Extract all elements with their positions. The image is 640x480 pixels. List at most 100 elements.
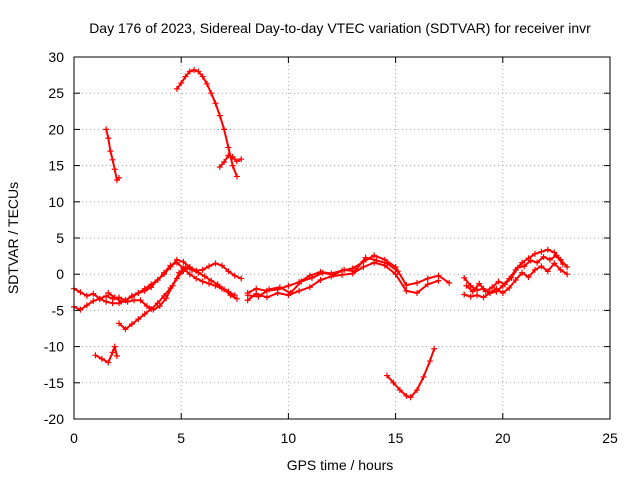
data-point bbox=[266, 286, 273, 293]
data-point bbox=[96, 295, 103, 302]
data-point bbox=[553, 252, 560, 259]
chart-title: Day 176 of 2023, Sidereal Day-to-day VTE… bbox=[89, 20, 591, 36]
data-point bbox=[199, 266, 206, 273]
data-point bbox=[489, 284, 496, 291]
data-point bbox=[131, 297, 138, 304]
y-tick-label: -20 bbox=[44, 411, 64, 427]
data-point bbox=[103, 126, 110, 133]
data-point bbox=[506, 284, 513, 291]
data-point bbox=[527, 257, 534, 264]
data-point bbox=[390, 379, 397, 386]
data-point bbox=[276, 284, 283, 291]
data-point bbox=[105, 135, 112, 142]
data-point bbox=[306, 284, 313, 291]
data-point bbox=[263, 294, 270, 301]
data-point bbox=[135, 316, 142, 323]
data-point bbox=[461, 274, 468, 281]
data-point bbox=[212, 100, 219, 107]
data-point bbox=[534, 259, 541, 266]
data-point bbox=[495, 278, 502, 285]
data-point bbox=[486, 290, 493, 297]
y-axis-label: SDTVAR / TECUs bbox=[5, 182, 21, 294]
data-point bbox=[191, 67, 198, 74]
data-point bbox=[118, 298, 125, 305]
data-point bbox=[221, 126, 228, 133]
data-point bbox=[109, 349, 116, 356]
data-point bbox=[255, 293, 262, 300]
x-tick-label: 5 bbox=[177, 430, 185, 446]
data-point bbox=[203, 80, 210, 87]
data-point bbox=[182, 73, 189, 80]
data-point bbox=[128, 321, 135, 328]
data-point bbox=[544, 268, 551, 275]
data-point bbox=[384, 260, 391, 267]
data-point bbox=[540, 253, 547, 260]
data-point bbox=[493, 285, 500, 292]
data-point bbox=[225, 152, 232, 159]
data-point bbox=[98, 355, 105, 362]
data-point bbox=[141, 287, 148, 294]
data-point bbox=[122, 326, 129, 333]
data-point bbox=[208, 277, 215, 284]
data-point bbox=[109, 300, 116, 307]
data-point bbox=[403, 287, 410, 294]
data-point bbox=[161, 269, 168, 276]
data-point bbox=[233, 158, 240, 165]
axis-ticks: 0 5 10 15 20 25 -20 -15 -10 -5 0 5 10 15 20 25 30 bbox=[44, 49, 618, 446]
data-point bbox=[178, 80, 185, 87]
data-point bbox=[154, 276, 161, 283]
series-line bbox=[94, 345, 118, 364]
data-point bbox=[208, 90, 215, 97]
data-point bbox=[435, 272, 442, 279]
data-point bbox=[557, 266, 564, 273]
data-point bbox=[148, 305, 155, 312]
data-point bbox=[90, 297, 97, 304]
data-point bbox=[564, 271, 571, 278]
data-point bbox=[244, 297, 251, 304]
data-point bbox=[339, 271, 345, 278]
series-line bbox=[386, 347, 436, 399]
data-point bbox=[109, 156, 116, 163]
data-point bbox=[474, 292, 481, 299]
data-point bbox=[128, 293, 135, 300]
series-arc-3 bbox=[105, 263, 240, 313]
x-tick-label: 20 bbox=[495, 430, 511, 446]
data-point bbox=[83, 292, 90, 299]
data-point bbox=[330, 271, 337, 278]
data-point bbox=[435, 277, 442, 284]
data-point bbox=[103, 298, 110, 305]
data-point bbox=[559, 261, 566, 268]
data-point bbox=[296, 287, 303, 294]
y-tick-label: 15 bbox=[48, 158, 64, 174]
data-point bbox=[216, 112, 223, 119]
y-tick-label: 20 bbox=[48, 121, 64, 137]
data-point bbox=[285, 282, 292, 289]
data-point bbox=[308, 274, 315, 281]
data-point bbox=[531, 266, 538, 273]
data-point bbox=[218, 262, 225, 269]
data-point bbox=[111, 343, 118, 350]
data-point bbox=[186, 68, 193, 75]
data-point bbox=[499, 290, 506, 297]
data-point bbox=[195, 269, 202, 276]
data-point bbox=[227, 292, 234, 299]
data-point bbox=[201, 273, 208, 280]
data-point bbox=[225, 144, 232, 151]
data-point bbox=[221, 158, 228, 165]
y-tick-label: 10 bbox=[48, 194, 64, 210]
data-point bbox=[199, 278, 206, 285]
data-point bbox=[431, 345, 438, 352]
data-point bbox=[233, 295, 240, 302]
data-point bbox=[403, 392, 410, 399]
data-point bbox=[414, 387, 421, 394]
data-point bbox=[238, 156, 245, 163]
data-point bbox=[414, 290, 421, 297]
data-point bbox=[143, 303, 150, 310]
x-tick-label: 15 bbox=[388, 430, 404, 446]
series-arc-11 bbox=[244, 254, 401, 300]
data-point bbox=[467, 293, 474, 300]
x-tick-label: 25 bbox=[602, 430, 618, 446]
data-point bbox=[317, 276, 324, 283]
data-point bbox=[551, 260, 558, 267]
